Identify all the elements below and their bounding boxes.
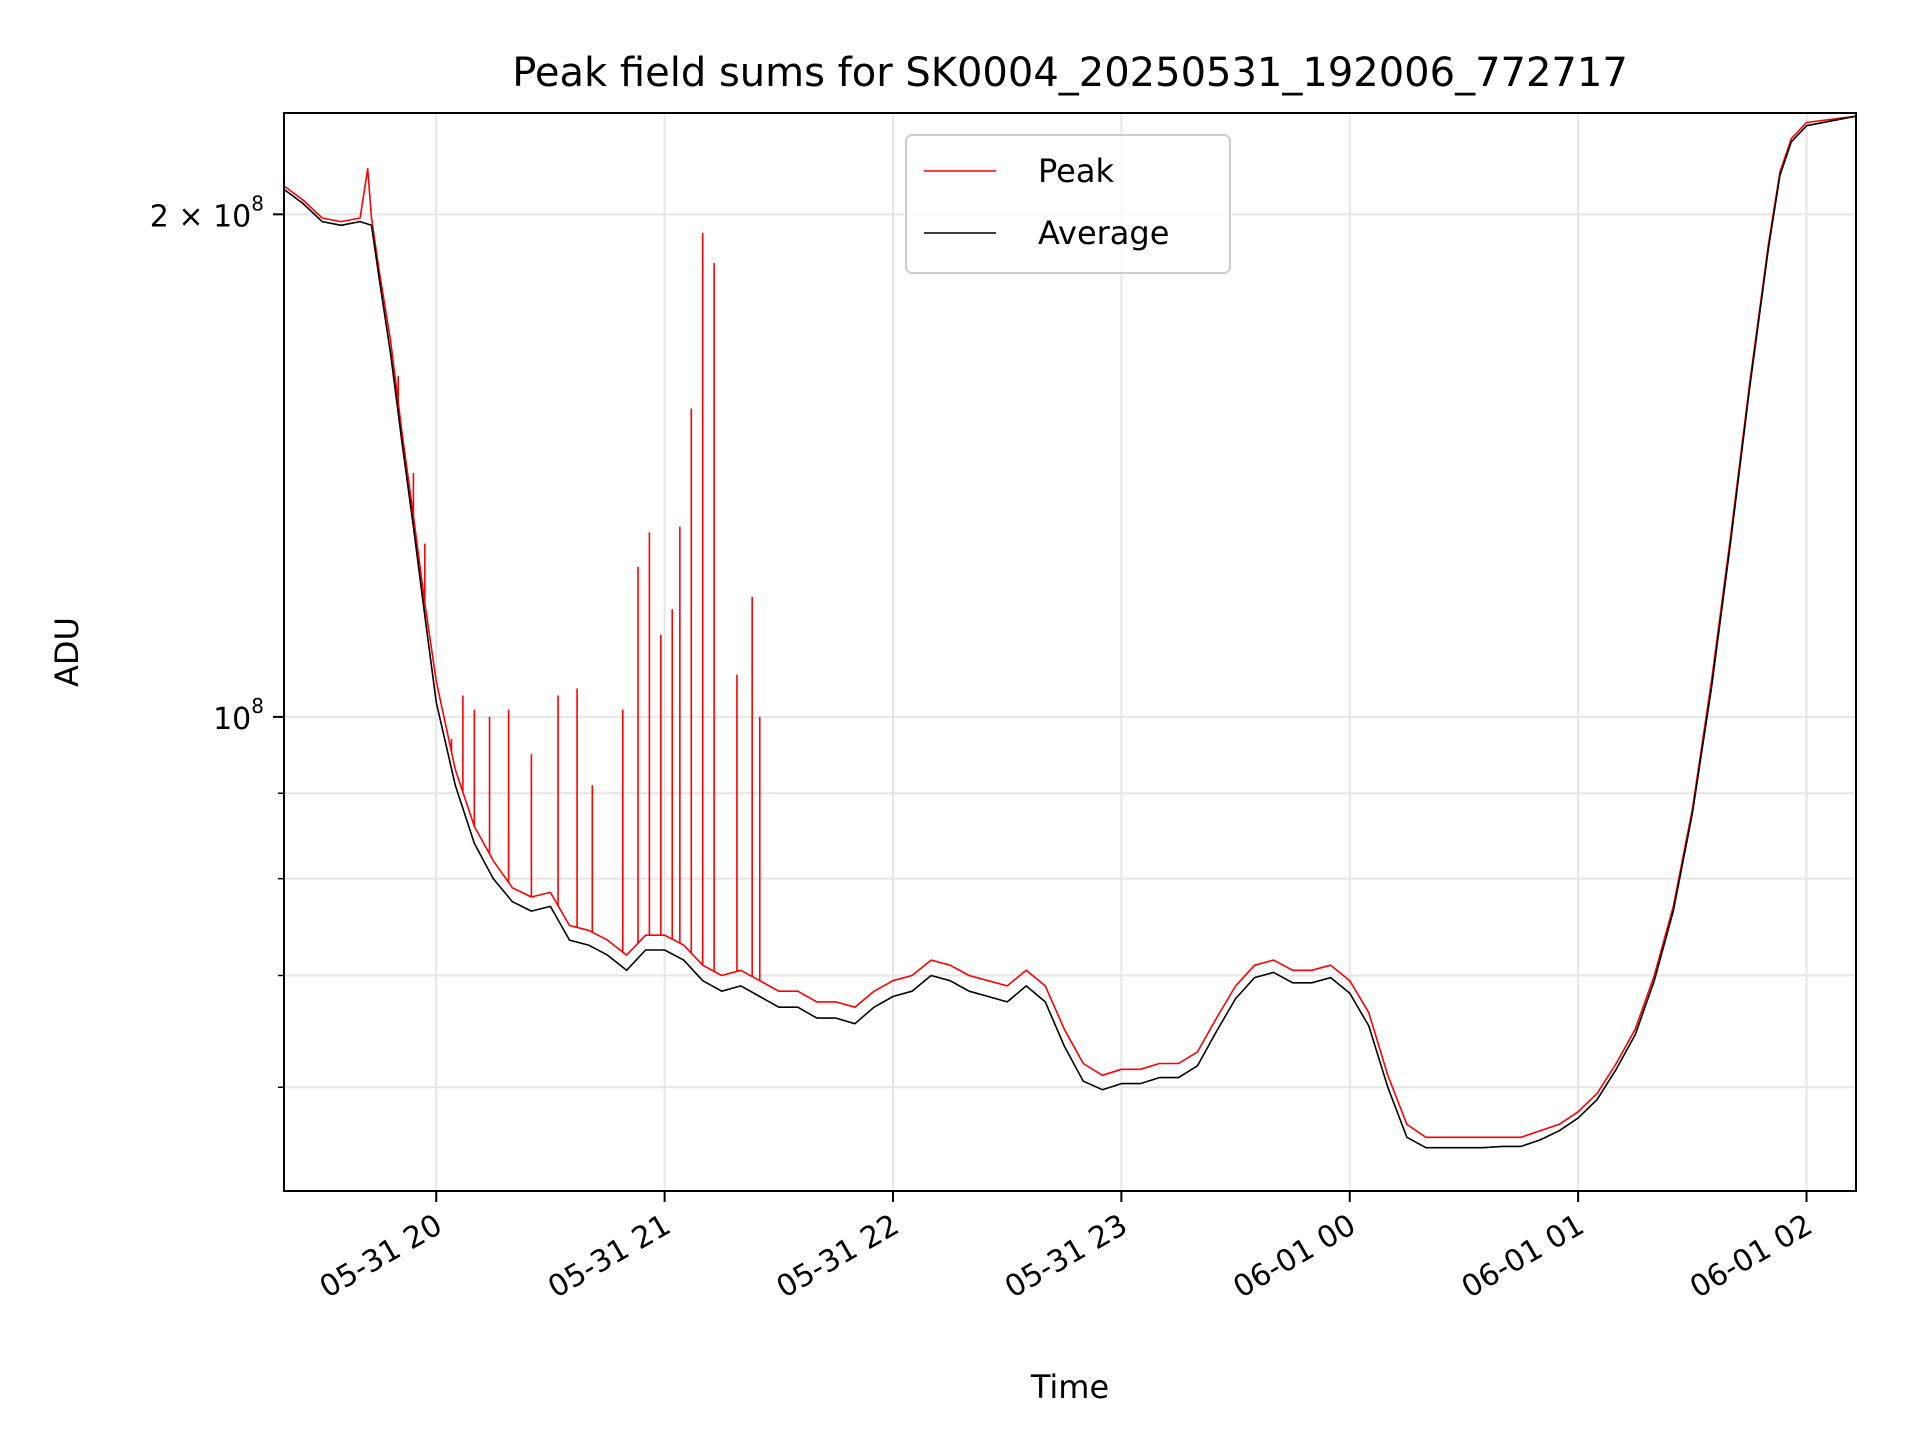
- x-axis-label: Time: [1030, 1368, 1109, 1406]
- series-line-average: [283, 115, 1857, 1149]
- y-tick-label: 2 × 108: [150, 191, 264, 234]
- legend-box: [905, 134, 1231, 274]
- legend: Peak Average: [905, 134, 1231, 274]
- plot-area-frame: [283, 112, 1857, 1192]
- legend-label-peak: Peak: [1038, 152, 1114, 190]
- grid: [284, 113, 1856, 1191]
- y-axis-label: ADU: [48, 617, 86, 687]
- series-average: [283, 115, 1857, 1149]
- chart-title: Peak field sums for SK0004_20250531_1920…: [512, 50, 1628, 96]
- series-layer: [283, 115, 1857, 1149]
- series-line-peak: [283, 115, 1857, 1139]
- series-peak: [283, 115, 1857, 1139]
- y-axis: 108 2 × 108: [150, 191, 284, 1088]
- y-tick-label: 108: [213, 694, 264, 737]
- legend-label-average: Average: [1038, 214, 1169, 252]
